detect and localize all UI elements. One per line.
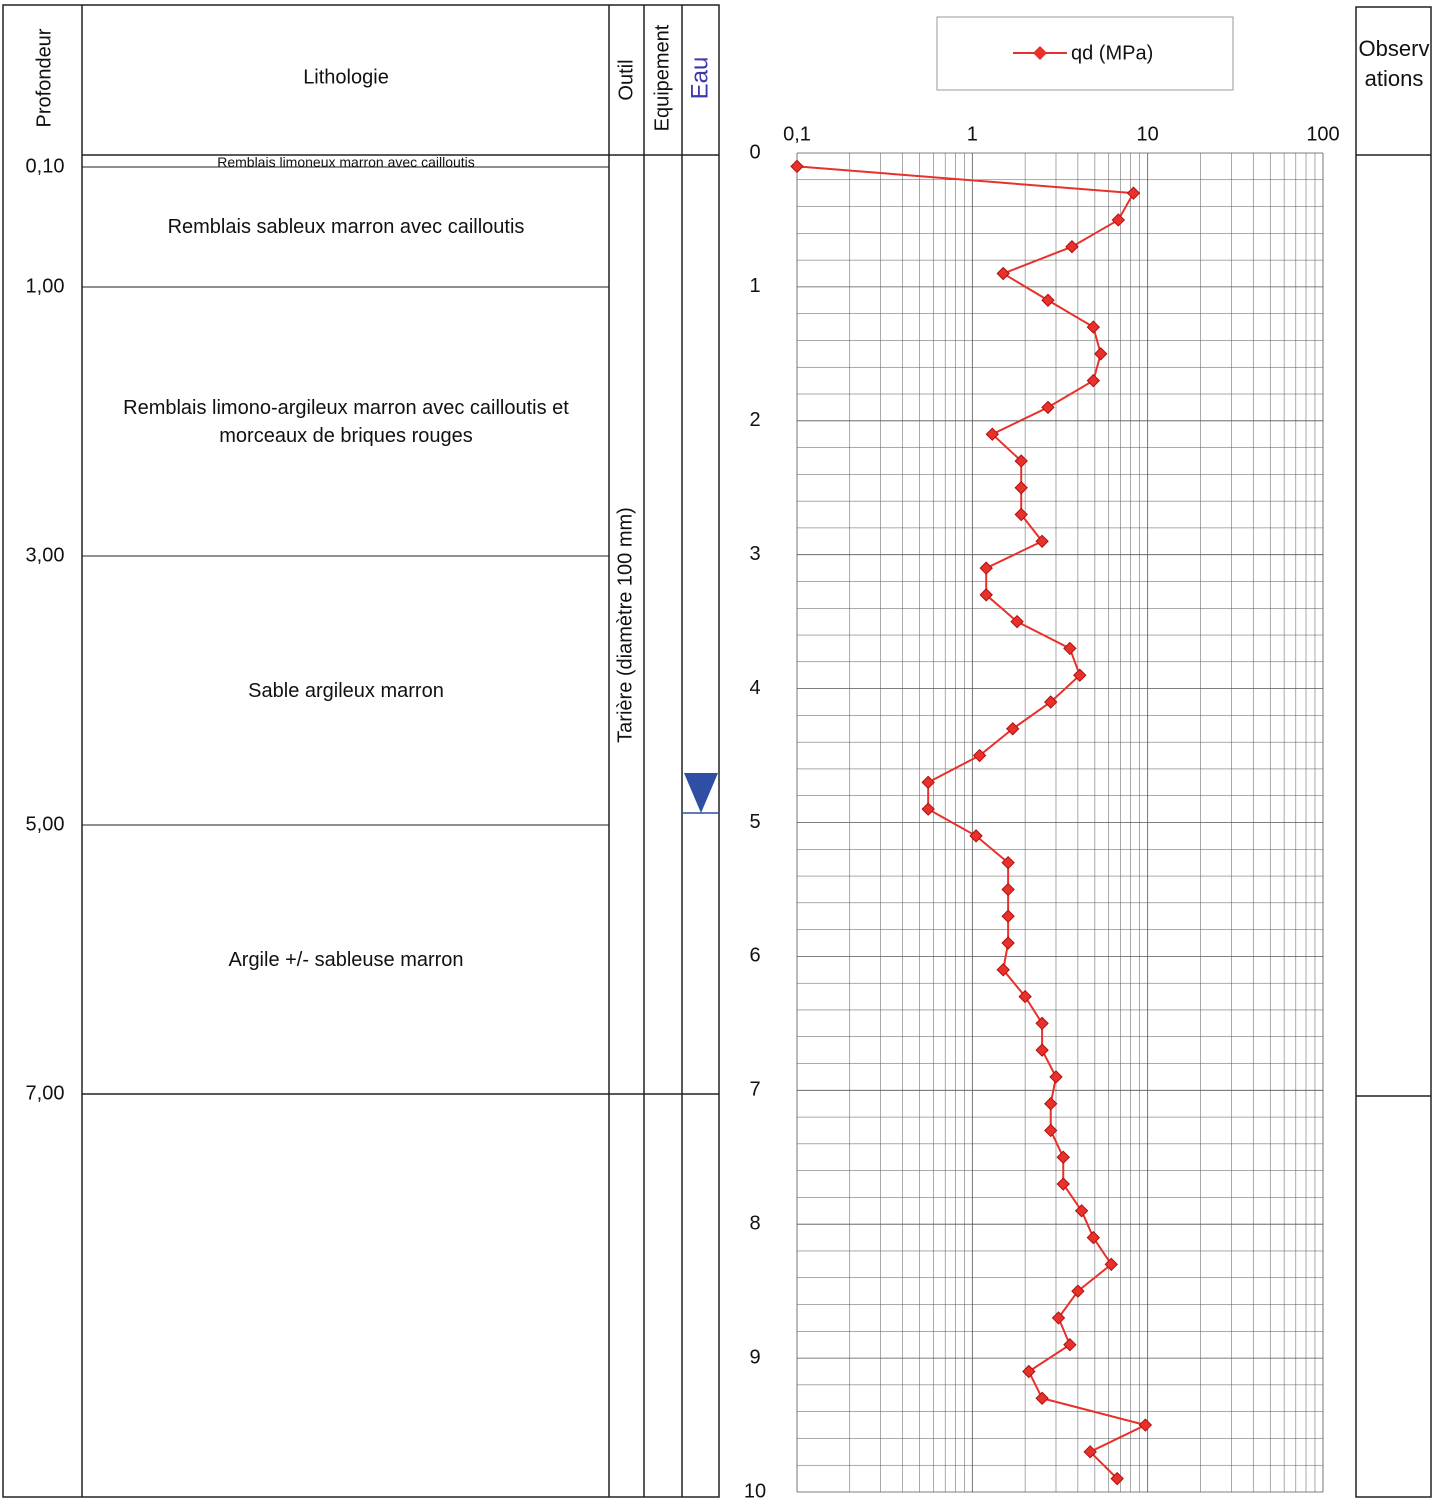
- lithology-header: Lithologie: [303, 66, 389, 88]
- depth-label: 3,00: [26, 544, 65, 566]
- marker: [1041, 400, 1055, 415]
- y-tick-label: 3: [749, 543, 760, 565]
- marker: [1094, 347, 1108, 361]
- marker: [996, 963, 1010, 977]
- marker: [1063, 641, 1077, 656]
- y-tick-label: 2: [749, 409, 760, 431]
- layer-description: Argile +/- sableuse marron: [228, 948, 464, 971]
- marker: [1086, 373, 1101, 388]
- tool-description: Tarière (diamètre 100 mm): [614, 507, 636, 743]
- equipment-header: Equipement: [651, 24, 673, 131]
- marker: [1126, 186, 1141, 200]
- marker: [1073, 668, 1087, 682]
- marker: [996, 266, 1010, 281]
- legend-label: qd (MPa): [1071, 42, 1153, 64]
- depth-label: 5,00: [26, 813, 65, 835]
- depth-header: Profondeur: [33, 28, 55, 127]
- marker: [1065, 240, 1079, 254]
- layer-description: Remblais sableux marron avec cailloutis: [167, 216, 525, 238]
- marker: [1014, 481, 1028, 495]
- layer-description: Remblais limoneux marron avec cailloutis: [217, 155, 475, 169]
- observations-header: Observations: [1358, 36, 1430, 91]
- y-tick-label: 8: [749, 1212, 760, 1234]
- marker: [1138, 1418, 1153, 1432]
- marker: [1001, 936, 1015, 950]
- y-tick-label: 1: [749, 275, 760, 297]
- water-level: [684, 773, 718, 813]
- legend-marker: [1033, 46, 1047, 60]
- x-tick-label: 100: [1306, 123, 1339, 145]
- marker: [1001, 882, 1015, 897]
- marker: [1083, 1445, 1097, 1459]
- log-frame: [2, 4, 1432, 1498]
- marker: [1022, 1364, 1036, 1379]
- marker: [979, 561, 993, 575]
- marker: [1014, 507, 1028, 522]
- marker: [1044, 695, 1058, 709]
- series-line: [796, 165, 1149, 1480]
- depth-label: 7,00: [26, 1082, 65, 1104]
- y-tick-label: 10: [744, 1480, 766, 1502]
- marker: [1035, 1016, 1049, 1031]
- marker: [1044, 1123, 1058, 1138]
- y-tick-label: 7: [749, 1079, 760, 1101]
- y-tick-label: 5: [749, 811, 760, 833]
- marker: [1035, 534, 1049, 549]
- marker: [1111, 213, 1126, 227]
- marker: [1049, 1070, 1063, 1084]
- marker: [1001, 855, 1015, 870]
- y-tick-label: 6: [749, 945, 760, 967]
- marker: [1056, 1177, 1070, 1191]
- marker: [1010, 614, 1024, 629]
- marker: [1001, 909, 1015, 923]
- grid: [796, 152, 1324, 1493]
- layer-description: Sable argileux marron: [248, 679, 444, 702]
- marker: [1051, 1311, 1066, 1325]
- tool-header: Outil: [615, 59, 637, 100]
- x-tick-label: 0,1: [783, 123, 811, 145]
- marker: [921, 802, 935, 816]
- x-tick-label: 10: [1137, 123, 1159, 145]
- y-tick-label: 9: [749, 1346, 760, 1368]
- marker: [969, 829, 983, 843]
- marker: [985, 427, 1000, 441]
- marker: [921, 775, 935, 790]
- marker: [1104, 1257, 1118, 1272]
- marker: [1110, 1471, 1124, 1486]
- marker: [1074, 1204, 1089, 1218]
- marker: [1071, 1284, 1085, 1298]
- marker: [1014, 454, 1028, 468]
- marker: [1035, 1043, 1049, 1057]
- marker: [790, 159, 804, 174]
- marker: [1006, 722, 1020, 736]
- marker: [979, 588, 993, 602]
- y-tick-label: 4: [749, 677, 760, 699]
- marker: [972, 748, 987, 763]
- marker: [1018, 989, 1032, 1004]
- water-header: Eau: [686, 57, 713, 100]
- marker: [1086, 1230, 1101, 1245]
- x-tick-label: 1: [967, 123, 978, 145]
- marker: [1086, 320, 1101, 334]
- marker: [1056, 1150, 1070, 1164]
- marker: [1041, 293, 1055, 307]
- marker: [1035, 1391, 1049, 1405]
- marker: [1044, 1096, 1058, 1111]
- y-tick-label: 0: [749, 141, 760, 163]
- depth-label: 0,10: [26, 155, 65, 177]
- layer-description: Remblais limono-argileux marron avec cai…: [123, 396, 569, 447]
- marker: [1063, 1338, 1077, 1352]
- depth-label: 1,00: [26, 275, 65, 297]
